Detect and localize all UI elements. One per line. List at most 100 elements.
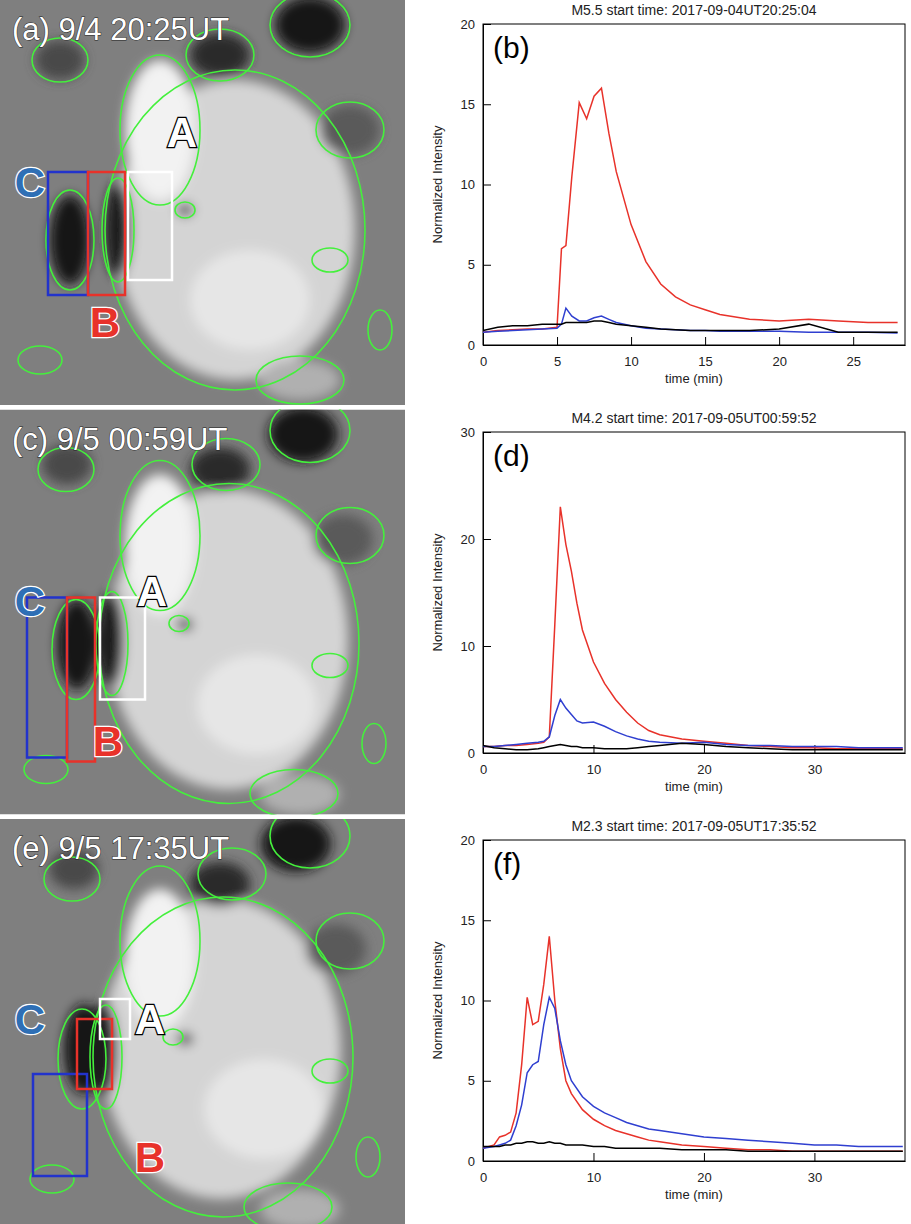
y-tick-label: 0: [468, 338, 475, 353]
y-tick: 10: [461, 993, 491, 1008]
series-line: [483, 88, 898, 332]
y-tick: 15: [461, 97, 491, 112]
polarity-contour: [256, 356, 344, 404]
y-axis: 05101520: [461, 17, 491, 353]
panel-label: (c) 9/5 00:59UT: [12, 422, 227, 457]
y-tick: 0: [468, 338, 491, 353]
y-tick: 5: [468, 1073, 491, 1088]
series-line: [483, 936, 903, 1151]
polarity-contour: [312, 654, 348, 678]
x-tick-label: 20: [697, 1170, 711, 1185]
region-label: B: [90, 299, 120, 346]
y-tick-label: 20: [461, 833, 475, 848]
panel-letter: (b): [493, 31, 530, 64]
y-tick: 10: [461, 639, 491, 654]
chart-title: M4.2 start time: 2017-09-05UT00:59:52: [571, 410, 816, 426]
polarity-contour: [24, 756, 68, 784]
x-axis-title: time (min): [665, 1187, 723, 1202]
y-tick-mark: [483, 24, 491, 25]
polarity-contour: [105, 70, 365, 390]
region-label: C: [15, 996, 45, 1043]
y-tick-label: 0: [468, 746, 475, 761]
x-axis-line: [484, 1161, 906, 1162]
series-line: [483, 308, 898, 333]
y-tick: 0: [468, 746, 491, 761]
region-box: [77, 1019, 112, 1089]
polarity-contour: [368, 310, 392, 350]
chart: 051015202505101520M5.5 start time: 2017-…: [430, 2, 906, 386]
region-label: A: [135, 996, 165, 1043]
x-axis: 0 10 20 30: [480, 1153, 906, 1185]
x-tick-label: 0: [480, 762, 487, 777]
panel-label: (e) 9/5 17:35UT: [12, 831, 229, 866]
chart: 01020300102030M4.2 start time: 2017-09-0…: [430, 410, 906, 794]
x-tick-mark: [631, 337, 632, 345]
x-tick-mark: [814, 1153, 815, 1161]
polarity-contour: [244, 1183, 332, 1224]
polarity-contour: [316, 508, 384, 564]
x-tick: 5: [554, 337, 561, 369]
x-tick-label: 10: [587, 1170, 601, 1185]
x-tick-mark: [593, 745, 594, 753]
polarity-contour: [120, 55, 200, 205]
x-tick-mark: [557, 337, 558, 345]
x-tick-mark: [853, 337, 854, 345]
polarity-contour: [316, 913, 384, 969]
polarity-contour: [362, 724, 386, 764]
y-tick: 0: [468, 1154, 491, 1169]
figure: (a) 9/4 20:25UTABC(c) 9/5 00:59UTABC(e) …: [0, 0, 911, 1224]
y-tick-mark: [483, 646, 491, 647]
x-tick-label: 0: [480, 1170, 487, 1185]
y-tick: 5: [468, 257, 491, 272]
magnetic-patch: [204, 1059, 324, 1159]
plot-frame: [483, 432, 905, 753]
chart-title: M2.3 start time: 2017-09-05UT17:35:52: [571, 818, 816, 834]
magnetic-patch: [260, 1189, 340, 1224]
y-tick-mark: [483, 840, 491, 841]
polarity-contour: [312, 1059, 348, 1083]
x-tick-mark: [779, 337, 780, 345]
magnetic-patch: [177, 204, 193, 216]
panel-letter: (d): [493, 439, 530, 472]
x-tick-label: 20: [772, 354, 786, 369]
polarity-contour: [163, 1029, 183, 1045]
series-line: [483, 743, 903, 749]
x-tick-label: 30: [808, 762, 822, 777]
panel-letter: (f): [493, 847, 521, 880]
y-axis-title: Normalized Intensity: [430, 533, 445, 651]
polarity-contour: [270, 819, 350, 868]
y-tick-label: 10: [461, 993, 475, 1008]
y-tick-mark: [483, 104, 491, 105]
x-tick-label: 10: [624, 354, 638, 369]
y-tick: 20: [461, 532, 491, 547]
polarity-contour: [93, 897, 353, 1217]
region-label: C: [15, 578, 45, 625]
x-tick: 20: [772, 337, 786, 369]
x-tick-label: 25: [846, 354, 860, 369]
polarity-contour: [52, 600, 100, 700]
y-tick-mark: [483, 1001, 491, 1002]
y-tick-mark: [483, 1081, 491, 1082]
polarity-contour: [90, 1005, 122, 1109]
y-tick-label: 20: [461, 17, 475, 32]
y-tick-label: 5: [468, 257, 475, 272]
image-panel: (a) 9/4 20:25UTABC: [0, 0, 405, 405]
panel-label: (a) 9/4 20:25UT: [12, 12, 229, 47]
image-panel: (e) 9/5 17:35UTABC: [0, 804, 405, 1224]
plot-marks: [483, 88, 898, 333]
magnetic-patch: [50, 195, 90, 285]
y-tick: 15: [461, 913, 491, 928]
y-tick-mark: [483, 753, 491, 754]
x-tick-mark: [704, 745, 705, 753]
y-axis-title: Normalized Intensity: [430, 125, 445, 243]
region-box: [128, 172, 172, 280]
polarity-contour: [356, 1137, 380, 1177]
y-tick: 30: [461, 425, 491, 440]
region-box: [48, 172, 88, 295]
x-axis-title: time (min): [665, 371, 723, 386]
image-panel: (c) 9/5 00:59UTABC: [0, 399, 405, 818]
x-axis: 0510152025: [480, 337, 906, 369]
y-tick-mark: [483, 185, 491, 186]
x-tick: 30: [808, 1153, 822, 1185]
magnetic-patch: [177, 619, 193, 631]
